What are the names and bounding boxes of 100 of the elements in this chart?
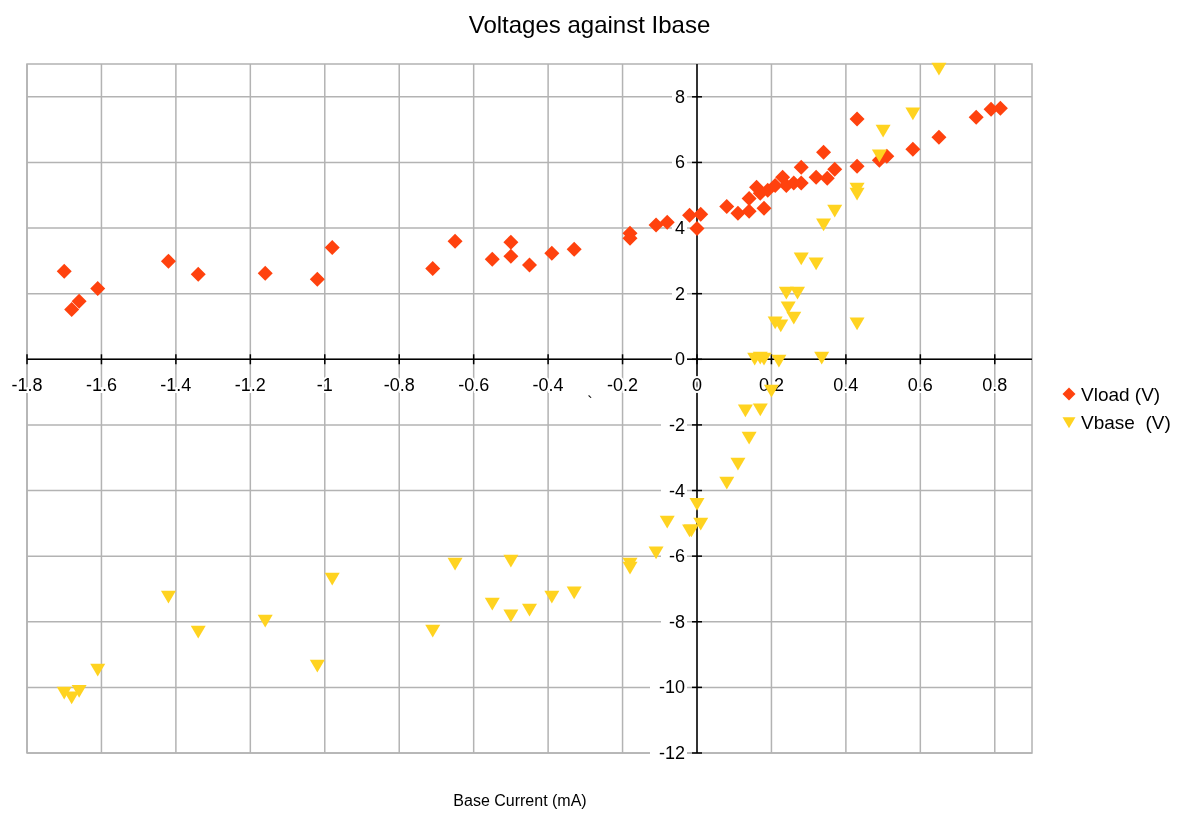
point [503,554,519,568]
y-tick-label: 0 [674,349,685,370]
point [190,625,206,639]
point [682,207,698,223]
point [659,515,675,529]
point [425,260,441,276]
point [780,301,796,315]
point [257,614,273,628]
point [778,286,794,300]
point [905,141,921,157]
point [544,245,560,261]
x-tick-label: -0.6 [458,375,490,396]
point [741,203,757,219]
y-tick-label: 2 [674,283,685,304]
point [522,603,537,617]
point [622,561,638,575]
point [648,546,664,560]
point [771,354,787,368]
point [719,476,735,490]
point [71,293,87,309]
point [503,248,519,264]
point [693,206,709,222]
point [730,457,746,471]
point [309,659,325,673]
x-tick-label: -1.4 [160,375,192,396]
x-tick-label: -0.8 [383,375,415,396]
point [816,144,832,160]
point [689,498,705,511]
point [931,62,947,76]
point [793,159,809,175]
point [819,170,835,186]
point [71,685,87,698]
x-tick-label: -1.8 [11,375,43,396]
y-tick-label: -6 [668,546,685,567]
point [790,286,805,300]
x-axis-title: Base Current (mA) [453,792,587,809]
point [689,220,705,236]
point [752,403,768,417]
point [324,239,340,255]
x-tick-label: 0.4 [833,375,859,396]
legend-label: Vload (V) [1081,384,1161,405]
annotation: ` [587,394,593,411]
point [767,177,783,193]
point [741,431,757,445]
point [90,280,106,296]
x-tick-label: 0.8 [982,375,1008,396]
point [719,198,735,214]
point [741,191,757,207]
point [849,187,865,201]
point [968,109,984,125]
point [816,218,832,232]
point [64,301,80,317]
y-tick-label: 4 [674,218,685,239]
point [90,663,106,677]
y-tick-label: -8 [668,611,685,632]
point [814,351,830,365]
point [693,517,709,531]
point [190,266,206,282]
point [544,590,560,604]
point [484,251,500,267]
point [160,253,176,269]
point [827,161,843,177]
point [447,557,463,571]
y-tick-label: -2 [668,414,685,435]
x-tick-label: -1 [316,375,333,396]
point [730,205,746,221]
point [484,597,500,611]
point [447,233,463,249]
y-tick-label: -4 [668,480,685,501]
x-tick-label: -1.6 [85,375,117,396]
point [793,252,809,266]
point [522,257,537,273]
point [503,234,519,250]
point [56,263,72,279]
point [808,257,824,271]
chart-title: Voltages against Ibase [468,11,711,38]
point [257,265,273,281]
x-tick-label: 0.6 [907,375,933,396]
point [648,217,664,233]
point [503,609,519,623]
point [875,124,891,138]
point [737,404,753,418]
x-tick-label: -0.2 [607,375,639,396]
point [786,311,802,325]
point [849,317,865,331]
point [931,129,947,145]
y-tick-label: -10 [658,677,685,698]
y-tick-label: 6 [674,152,685,173]
point [849,158,865,174]
point [905,107,921,121]
point [309,271,325,287]
point [566,586,582,600]
point [827,204,843,218]
x-tick-label: -1.2 [234,375,266,396]
point [566,241,582,257]
point [324,572,340,586]
x-tick-label: -0.4 [532,375,564,396]
point [425,624,441,638]
point [756,200,772,216]
point [659,214,675,230]
